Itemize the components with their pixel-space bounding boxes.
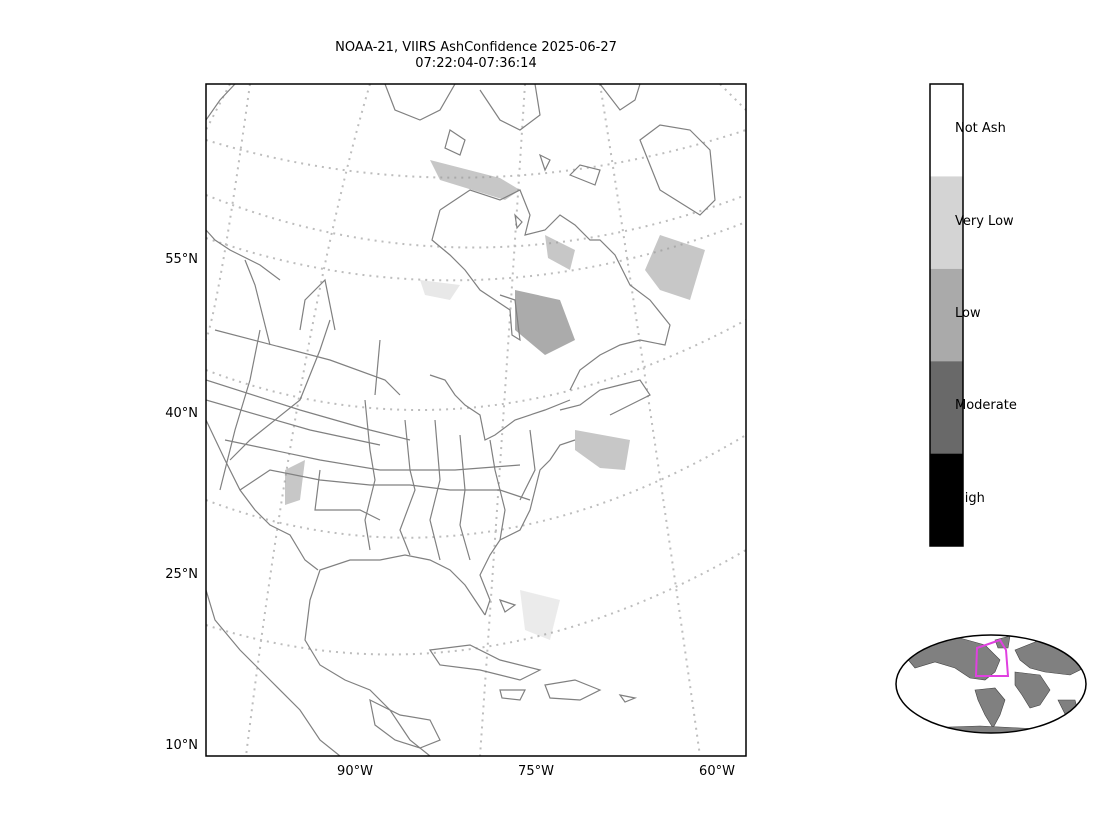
lon-label-60w: 60°W bbox=[699, 764, 735, 779]
lat-label-25n: 25°N bbox=[165, 567, 198, 582]
lat-label-40n: 40°N bbox=[165, 406, 198, 421]
lat-label-55n: 55°N bbox=[165, 252, 198, 267]
coastlines bbox=[206, 84, 716, 756]
colorbar-label-low: Low bbox=[955, 306, 981, 321]
colorbar-label-high: High bbox=[955, 491, 985, 506]
colorbar bbox=[929, 83, 964, 547]
colorbar-segment-not-ash bbox=[930, 84, 963, 177]
colorbar-segment-low bbox=[930, 268, 963, 362]
inset-frame bbox=[895, 634, 1087, 734]
colorbar-label-moderate: Moderate bbox=[955, 398, 1017, 413]
main-map bbox=[206, 84, 746, 756]
lon-label-90w: 90°W bbox=[337, 764, 373, 779]
colorbar-label-not-ash: Not Ash bbox=[955, 121, 1006, 136]
colorbar-label-very-low: Very Low bbox=[955, 214, 1014, 229]
inset-highlight-box bbox=[974, 638, 1010, 677]
colorbar-segment-high bbox=[930, 453, 963, 546]
lon-label-75w: 75°W bbox=[518, 764, 554, 779]
globe-inset bbox=[895, 634, 1087, 734]
graticule bbox=[206, 84, 746, 756]
colorbar-frame bbox=[929, 83, 964, 547]
colorbar-segment-moderate bbox=[930, 361, 963, 454]
map-title-line2: 07:22:04-07:36:14 bbox=[415, 56, 537, 71]
colorbar-segment-very-low bbox=[930, 176, 963, 269]
map-frame bbox=[205, 83, 747, 757]
lat-label-10n: 10°N bbox=[165, 738, 198, 753]
map-title-line1: NOAA-21, VIIRS AshConfidence 2025-06-27 bbox=[335, 40, 617, 55]
ash-swaths bbox=[285, 160, 705, 640]
